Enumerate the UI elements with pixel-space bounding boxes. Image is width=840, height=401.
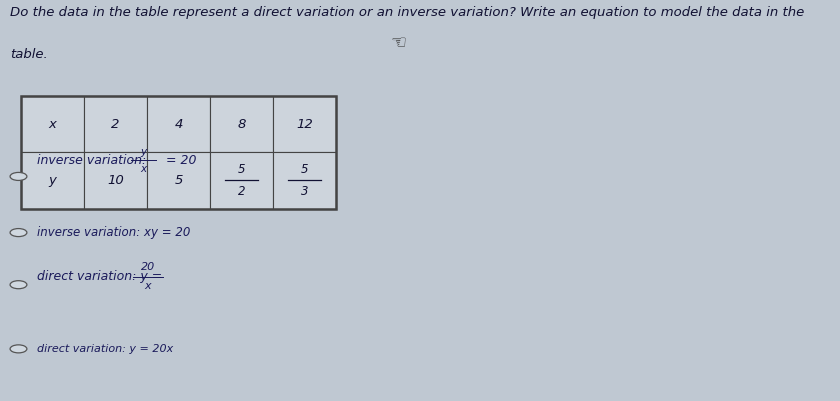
Bar <box>273 96 336 152</box>
Text: x: x <box>49 118 56 131</box>
Text: x: x <box>140 164 147 174</box>
Text: 5: 5 <box>238 163 245 176</box>
Circle shape <box>10 281 27 289</box>
Text: 2: 2 <box>112 118 119 131</box>
Text: Do the data in the table represent a direct variation or an inverse variation? W: Do the data in the table represent a dir… <box>10 6 805 19</box>
Text: = 20: = 20 <box>162 154 197 167</box>
Bar <box>147 152 210 209</box>
Text: y: y <box>49 174 56 187</box>
Text: 8: 8 <box>238 118 245 131</box>
Bar <box>21 96 336 209</box>
Bar <box>84 152 147 209</box>
Bar <box>210 152 273 209</box>
Text: 12: 12 <box>297 118 312 131</box>
Text: 2: 2 <box>238 185 245 198</box>
Text: 3: 3 <box>301 185 308 198</box>
Circle shape <box>10 172 27 180</box>
Bar <box>84 96 147 152</box>
Text: 20: 20 <box>141 262 155 272</box>
Text: 4: 4 <box>175 118 182 131</box>
Bar <box>147 96 210 152</box>
Text: inverse variation: xy = 20: inverse variation: xy = 20 <box>37 226 191 239</box>
Text: inverse variation:: inverse variation: <box>37 154 150 167</box>
Text: 5: 5 <box>301 163 308 176</box>
Text: direct variation: y =: direct variation: y = <box>37 270 166 283</box>
Bar <box>210 96 273 152</box>
Text: 10: 10 <box>108 174 123 187</box>
Text: table.: table. <box>10 48 48 61</box>
Text: y: y <box>140 147 147 156</box>
Text: direct variation: y = 20x: direct variation: y = 20x <box>37 344 173 354</box>
Text: x: x <box>144 282 151 291</box>
Bar <box>21 96 84 152</box>
Bar <box>21 152 84 209</box>
Bar <box>273 152 336 209</box>
Text: 5: 5 <box>175 174 182 187</box>
Text: ☜: ☜ <box>391 33 407 51</box>
Circle shape <box>10 229 27 237</box>
Circle shape <box>10 345 27 353</box>
